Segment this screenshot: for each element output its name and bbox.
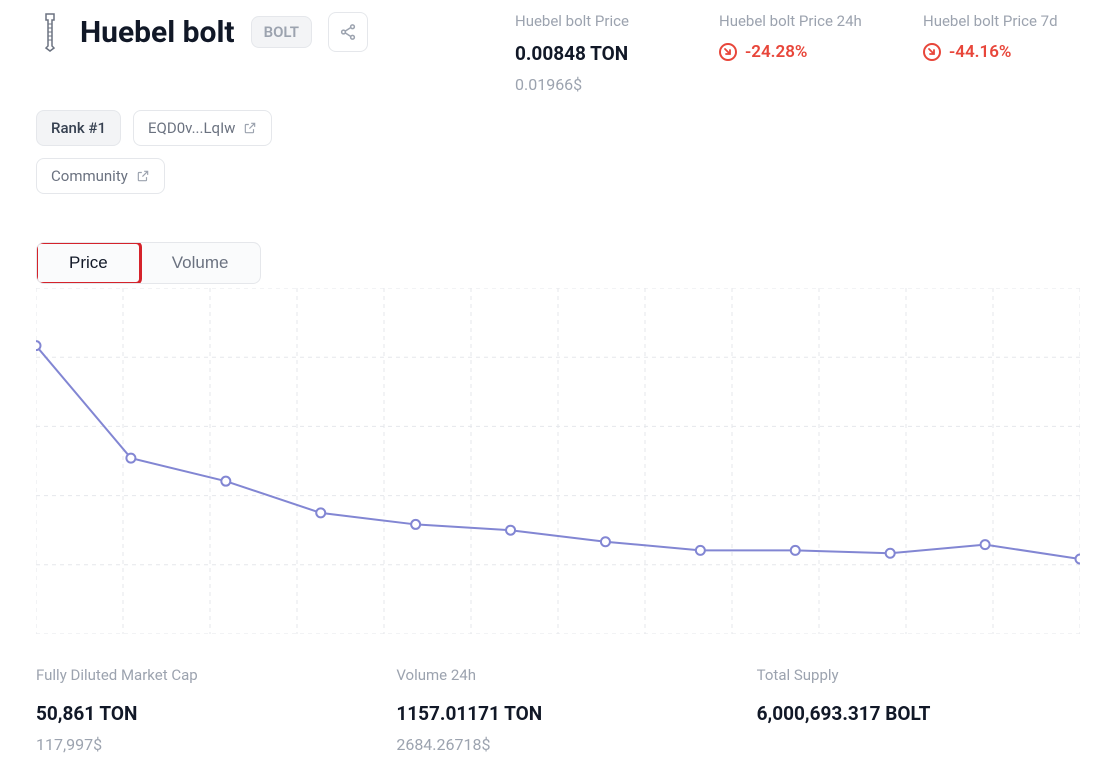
share-button[interactable] [328, 12, 368, 52]
fdmc-value: 50,861 TON [36, 702, 356, 725]
external-link-icon [243, 121, 257, 135]
supply-stat: Total Supply 6,000,693.317 BOLT [757, 666, 1077, 754]
tab-volume[interactable]: Volume [140, 243, 261, 283]
price-7d-change: -44.16% [949, 42, 1011, 62]
vol24-value: 1157.01171 TON [396, 702, 716, 725]
fdmc-usd: 117,997$ [36, 735, 356, 754]
price-value: 0.00848 TON [515, 42, 665, 65]
address-tag[interactable]: EQD0v...LqIw [133, 110, 272, 146]
supply-value: 6,000,693.317 BOLT [757, 702, 1077, 725]
bolt-icon [36, 12, 64, 52]
external-link-icon [136, 169, 150, 183]
price-stat: Huebel bolt Price 0.00848 TON 0.01966$ [515, 12, 665, 94]
price-7d-stat: Huebel bolt Price 7d -44.16% [923, 12, 1073, 94]
tab-price[interactable]: Price [37, 243, 140, 283]
price-24h-stat: Huebel bolt Price 24h -24.28% [719, 12, 869, 94]
price-usd: 0.01966$ [515, 75, 665, 94]
community-tag[interactable]: Community [36, 158, 165, 194]
share-icon [339, 23, 357, 41]
supply-label: Total Supply [757, 666, 1077, 684]
price-24h-change: -24.28% [745, 42, 807, 62]
price-label: Huebel bolt Price [515, 12, 665, 30]
vol24-usd: 2684.26718$ [396, 735, 716, 754]
price-7d-label: Huebel bolt Price 7d [923, 12, 1073, 30]
symbol-badge: BOLT [251, 16, 312, 48]
address-text: EQD0v...LqIw [148, 119, 235, 137]
fdmc-label: Fully Diluted Market Cap [36, 666, 356, 684]
price-24h-label: Huebel bolt Price 24h [719, 12, 869, 30]
price-chart [36, 288, 1080, 634]
community-text: Community [51, 167, 128, 185]
arrow-down-right-icon [923, 43, 941, 61]
vol24-stat: Volume 24h 1157.01171 TON 2684.26718$ [396, 666, 716, 754]
vol24-label: Volume 24h [396, 666, 716, 684]
rank-tag: Rank #1 [36, 110, 121, 146]
fdmc-stat: Fully Diluted Market Cap 50,861 TON 117,… [36, 666, 356, 754]
chart-tabs: Price Volume [36, 242, 261, 284]
page-title: Huebel bolt [80, 15, 235, 50]
arrow-down-right-icon [719, 43, 737, 61]
